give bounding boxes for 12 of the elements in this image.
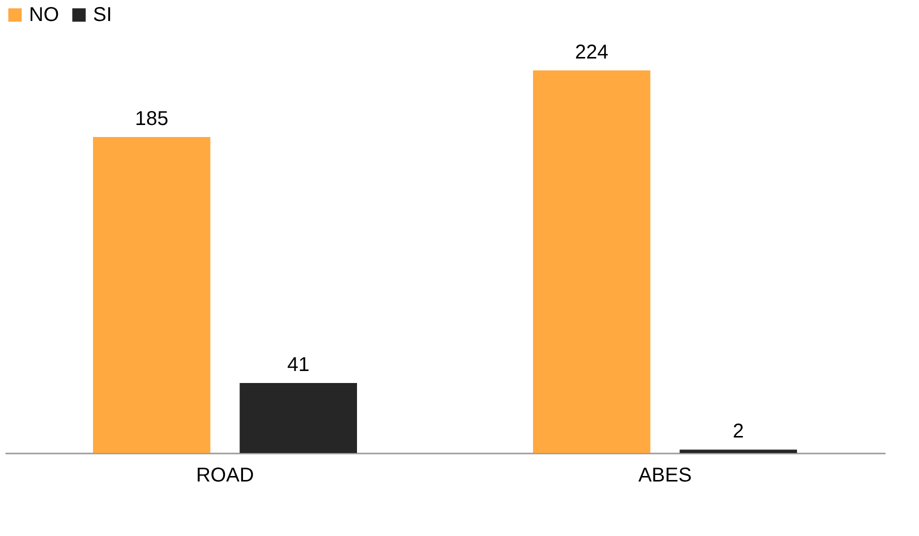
data-label: 224 [574,41,608,64]
data-label: 185 [134,108,168,130]
x-tick-label: ABES [638,464,692,486]
data-label: 2 [732,420,744,443]
x-tick-label: ROAD [196,464,254,486]
legend-label: NO [29,4,59,26]
bar [533,70,650,453]
data-label: 41 [287,354,310,376]
bar [240,382,357,453]
bar [680,450,797,453]
legend-label: SI [93,4,112,26]
bar [93,136,210,453]
